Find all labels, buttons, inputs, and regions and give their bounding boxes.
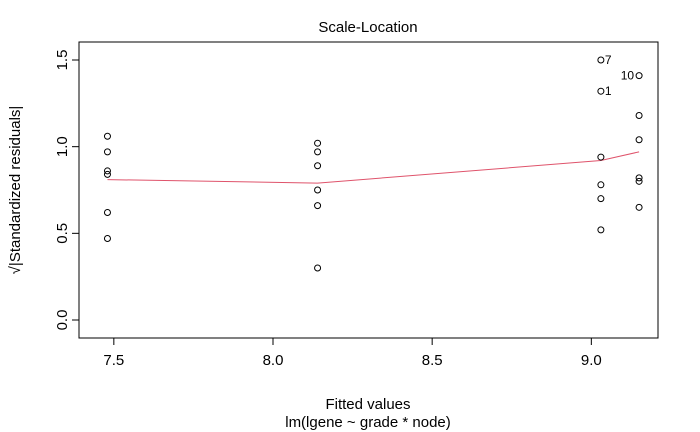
data-point — [103, 148, 111, 156]
data-point — [314, 264, 322, 272]
y-tick-label: 0.0 — [54, 310, 71, 331]
data-point — [103, 209, 111, 217]
data-point — [597, 153, 605, 161]
data-point — [103, 235, 111, 243]
x-tick-label: 9.0 — [581, 352, 602, 369]
data-point — [635, 174, 643, 182]
point-label: 7 — [605, 53, 612, 67]
data-point — [103, 170, 111, 178]
data-point — [635, 136, 643, 144]
data-point — [597, 195, 605, 203]
x-axis-label: Fitted values — [325, 396, 410, 413]
data-point — [635, 111, 643, 119]
data-point — [635, 72, 643, 80]
y-tick-label: 0.5 — [54, 223, 71, 244]
smooth-line — [107, 151, 640, 184]
data-point — [635, 203, 643, 211]
point-label: 10 — [621, 69, 635, 83]
point-labels: 7 1 10 — [605, 53, 635, 98]
data-point — [635, 177, 643, 185]
model-formula-label: lm(lgene ~ grade * node) — [285, 414, 451, 431]
point-label: 1 — [605, 84, 612, 98]
data-point — [597, 226, 605, 234]
data-point — [597, 56, 605, 64]
data-point — [103, 167, 111, 175]
data-point — [314, 162, 322, 170]
data-point — [103, 132, 111, 140]
x-tick-label: 7.5 — [103, 352, 124, 369]
data-point — [597, 87, 605, 95]
y-tick-label: 1.0 — [54, 136, 71, 157]
data-point — [314, 139, 322, 147]
data-points — [103, 56, 643, 272]
chart-title: Scale-Location — [318, 19, 417, 36]
y-tick-label: 1.5 — [54, 50, 71, 71]
data-point — [314, 202, 322, 210]
data-point — [314, 186, 322, 194]
y-axis-label: √|Standardized residuals| — [7, 106, 24, 275]
x-axis: 7.5 8.0 8.5 9.0 — [103, 337, 602, 369]
x-tick-label: 8.0 — [263, 352, 284, 369]
x-tick-label: 8.5 — [422, 352, 443, 369]
data-point — [314, 148, 322, 156]
data-point — [597, 181, 605, 189]
y-axis: 0.0 0.5 1.0 1.5 — [54, 50, 80, 331]
